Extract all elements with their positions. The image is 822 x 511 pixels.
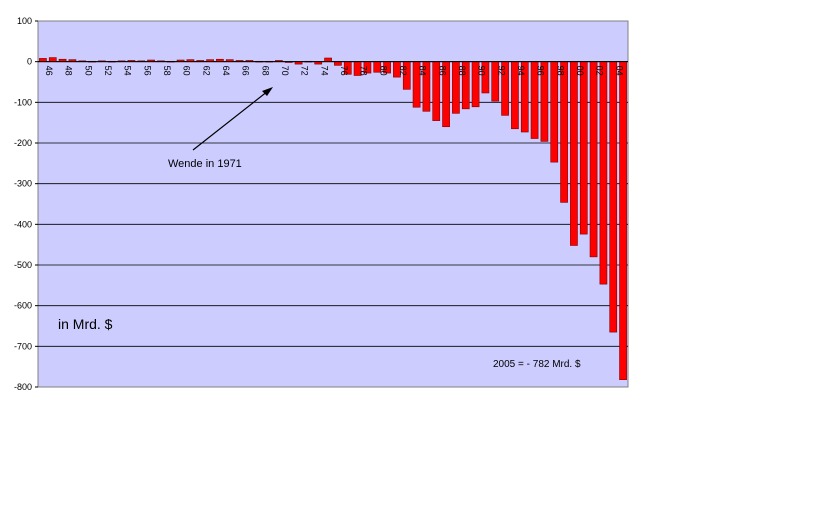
x-tick-label: 02 xyxy=(595,66,605,76)
x-tick-label: 90 xyxy=(477,66,487,76)
y-tick-label: -300 xyxy=(14,179,32,189)
x-tick-label: 52 xyxy=(103,66,113,76)
x-tick-label: 94 xyxy=(516,66,526,76)
x-tick-label: 70 xyxy=(280,66,290,76)
x-tick-label: 78 xyxy=(359,66,369,76)
x-tick-label: 82 xyxy=(398,66,408,76)
y-tick-label: -200 xyxy=(14,138,32,148)
y-tick-label: 100 xyxy=(17,16,32,26)
unit-label: in Mrd. $ xyxy=(58,316,113,332)
bar xyxy=(599,61,608,285)
x-tick-label: 96 xyxy=(536,66,546,76)
bar xyxy=(589,61,598,258)
x-tick-label: 64 xyxy=(221,66,231,76)
x-tick-label: 76 xyxy=(339,66,349,76)
plot-area xyxy=(37,20,629,388)
y-axis: 100 0 -100 -200 -300 -400 -500 -600 -700 -800 xyxy=(14,16,38,392)
bar xyxy=(560,61,568,203)
bars xyxy=(39,57,627,380)
y-tick-label: -700 xyxy=(14,341,32,351)
x-tick-label: 46 xyxy=(44,66,54,76)
bar xyxy=(609,61,618,333)
y-tick-label: -600 xyxy=(14,301,32,311)
y-tick-label: 0 xyxy=(27,57,32,67)
x-tick-label: 66 xyxy=(241,66,251,76)
x-tick-label: 62 xyxy=(201,66,211,76)
x-axis: 46 48 50 52 54 56 58 60 62 64 66 68 70 72 74 76 78 80 82 84… xyxy=(44,66,624,76)
x-tick-label: 04 xyxy=(614,66,624,76)
bar xyxy=(550,61,559,163)
x-tick-label: 72 xyxy=(300,66,310,76)
y-tick-label: -100 xyxy=(14,97,32,107)
x-tick-label: 98 xyxy=(555,66,565,76)
bar xyxy=(48,57,57,62)
gridlines xyxy=(38,61,628,347)
bar xyxy=(619,61,627,380)
x-tick-label: 56 xyxy=(142,66,152,76)
x-tick-label: 50 xyxy=(83,66,93,76)
arrow-label: Wende in 1971 xyxy=(168,158,242,170)
y-tick-label: -500 xyxy=(14,260,32,270)
x-tick-label: 68 xyxy=(260,66,270,76)
arrow-line xyxy=(192,90,269,151)
x-tick-label: 58 xyxy=(162,66,172,76)
x-tick-label: 48 xyxy=(64,66,74,76)
y-tick-label: -400 xyxy=(14,219,32,229)
x-tick-label: 54 xyxy=(123,66,133,76)
y-tick-label: -800 xyxy=(14,382,32,392)
x-tick-label: 88 xyxy=(457,66,467,76)
x-tick-label: 74 xyxy=(319,66,329,76)
x-tick-label: 80 xyxy=(378,66,388,76)
bar xyxy=(579,61,588,235)
bar xyxy=(570,61,578,246)
bar xyxy=(324,57,332,62)
x-tick-label: 92 xyxy=(496,66,506,76)
arrow-annotation xyxy=(192,87,273,151)
arrow-head xyxy=(262,87,273,96)
x-tick-label: 00 xyxy=(575,66,585,76)
x-tick-label: 60 xyxy=(182,66,192,76)
total-2005-label: 2005 = - 782 Mrd. $ xyxy=(493,359,581,370)
x-tick-label: 86 xyxy=(437,66,447,76)
x-tick-label: 84 xyxy=(418,66,428,76)
